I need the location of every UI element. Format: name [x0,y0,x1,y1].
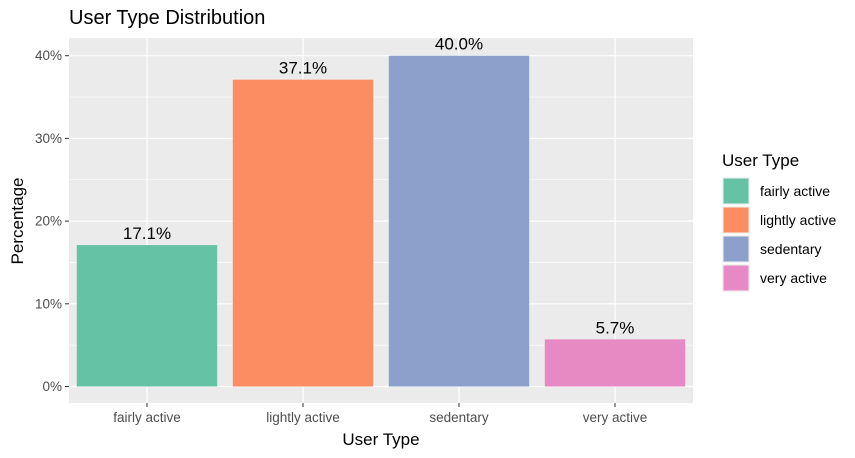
data-labels: 17.1% 37.1% 40.0% 5.7% [123,35,634,338]
bar-sedentary [388,55,530,387]
legend-label: very active [760,270,827,286]
legend-label: fairly active [760,183,830,199]
x-axis: fairly active lightly active sedentary very… [113,403,647,425]
legend-swatch [723,265,749,291]
bar-fairly-active [76,245,218,387]
y-tick-label: 40% [35,48,62,63]
data-label: 40.0% [435,35,483,54]
bar-lightly-active [232,79,374,387]
y-tick-label: 30% [35,131,62,146]
legend-title: User Type [722,151,799,170]
legend: User Type fairly active lightly active sed… [722,151,836,292]
x-tick-label: lightly active [266,410,340,425]
y-tick-label: 20% [35,214,62,229]
y-tick-label: 10% [35,296,62,311]
legend-swatch [723,178,749,204]
legend-swatch [723,207,749,233]
y-axis: 0% 10% 20% 30% 40% [35,48,69,394]
data-label: 17.1% [123,224,171,243]
y-axis-title: Percentage [8,178,27,265]
x-axis-title: User Type [342,430,419,449]
y-tick-label: 0% [42,379,62,394]
x-tick-label: very active [583,410,648,425]
data-label: 37.1% [279,59,327,78]
legend-label: sedentary [760,241,821,257]
data-label: 5.7% [596,318,635,337]
bar-very-active [544,339,686,387]
legend-label: lightly active [760,212,836,228]
x-tick-label: sedentary [429,410,489,425]
chart-title: User Type Distribution [69,7,265,29]
x-tick-label: fairly active [113,410,181,425]
legend-swatch [723,236,749,262]
bars [76,55,686,387]
